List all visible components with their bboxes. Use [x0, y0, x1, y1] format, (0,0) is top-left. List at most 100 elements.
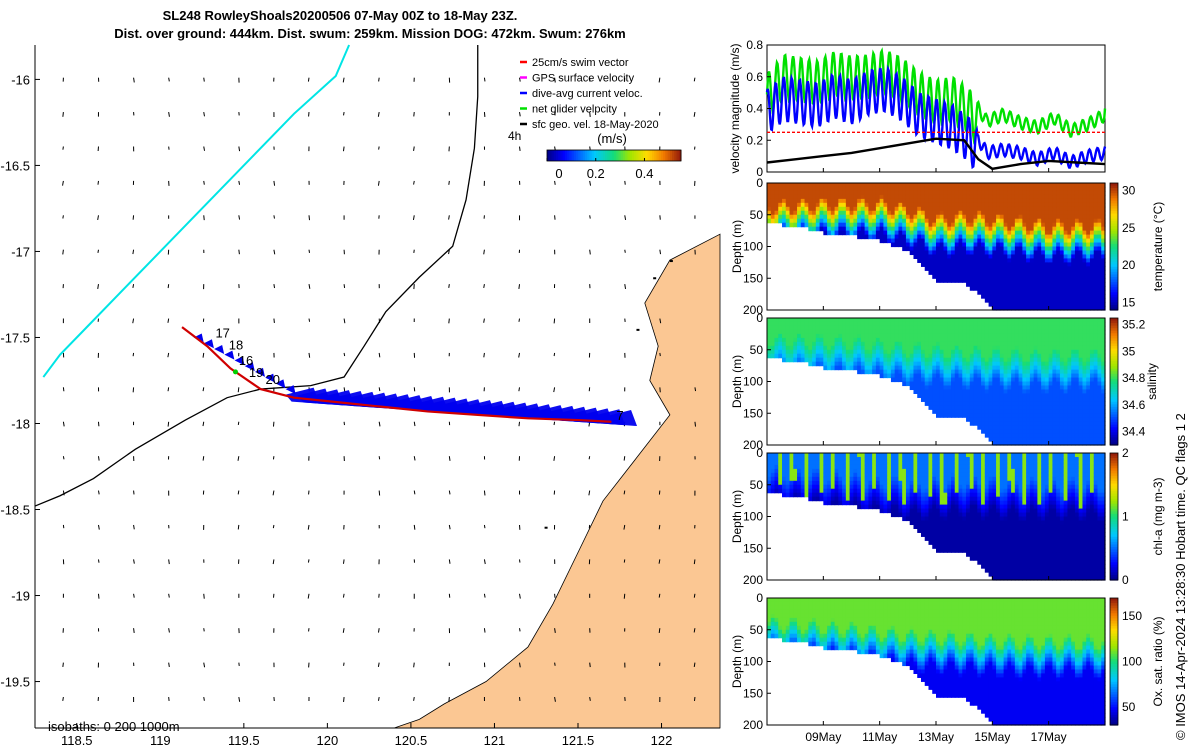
section-cell	[947, 409, 951, 414]
section-cell	[977, 207, 981, 212]
section-cell	[947, 413, 951, 418]
section-cell	[902, 362, 906, 367]
section-cell	[1041, 254, 1045, 259]
section-cell	[974, 382, 978, 387]
section-cell	[883, 235, 887, 240]
section-cell	[1019, 195, 1023, 200]
section-cell	[808, 334, 812, 339]
section-cell	[1034, 302, 1038, 307]
section-cell	[827, 231, 831, 236]
section-cell	[910, 326, 914, 331]
section-cell	[816, 485, 820, 490]
section-cell	[1079, 326, 1083, 331]
section-cell	[823, 457, 827, 462]
section-cell	[883, 330, 887, 335]
section-cell	[1034, 437, 1038, 442]
section-cell	[883, 215, 887, 220]
section-cell	[966, 258, 970, 263]
section-cell	[996, 354, 1000, 359]
section-cell	[955, 183, 959, 188]
section-cell	[959, 397, 963, 402]
section-cell	[970, 227, 974, 232]
section-cell	[1067, 195, 1071, 200]
section-cell	[996, 409, 1000, 414]
section-cell	[805, 187, 809, 192]
section-cell	[989, 187, 993, 192]
section-cell	[962, 393, 966, 398]
section-cell	[1000, 358, 1004, 363]
section-cell	[989, 282, 993, 287]
section-cell	[1075, 354, 1079, 359]
section-cell	[1004, 417, 1008, 422]
section-cell	[812, 215, 816, 220]
section-cell	[936, 250, 940, 255]
section-cell	[1034, 338, 1038, 343]
section-cell	[921, 231, 925, 236]
section-cell	[1045, 378, 1049, 383]
section-cell	[1094, 378, 1098, 383]
section-cell	[1067, 370, 1071, 375]
section-cell	[868, 350, 872, 355]
section-colorbar-label: temperature (°C)	[1151, 202, 1165, 292]
section-cell	[906, 358, 910, 363]
section-cell	[1022, 429, 1026, 434]
section-cell	[932, 266, 936, 271]
section-cell	[959, 278, 963, 283]
section-cell	[1064, 266, 1068, 271]
section-cell	[898, 350, 902, 355]
section-cell	[944, 203, 948, 208]
section-cell	[831, 362, 835, 367]
section-cell	[1071, 227, 1075, 232]
section-cell	[985, 370, 989, 375]
section-cell	[842, 330, 846, 335]
section-cell	[1037, 405, 1041, 410]
section-cell	[906, 223, 910, 228]
section-cell	[801, 477, 805, 482]
section-cell	[940, 405, 944, 410]
section-cell	[962, 354, 966, 359]
section-cell	[959, 389, 963, 394]
section-cell	[1064, 262, 1068, 267]
section-cell	[846, 481, 850, 486]
section-cell	[966, 338, 970, 343]
section-cell	[955, 334, 959, 339]
section-cell	[932, 350, 936, 355]
section-cell	[962, 258, 966, 263]
section-cell	[1056, 421, 1060, 426]
section-cell	[1097, 370, 1101, 375]
section-cell	[1007, 350, 1011, 355]
section-cell	[1056, 298, 1060, 303]
section-cell	[1082, 326, 1086, 331]
section-cell	[1004, 326, 1008, 331]
section-cell	[1026, 409, 1030, 414]
section-cell	[1019, 393, 1023, 398]
section-cell	[1041, 358, 1045, 363]
section-cell	[887, 366, 891, 371]
section-cell	[820, 318, 824, 323]
section-cell	[850, 326, 854, 331]
section-cell	[974, 223, 978, 228]
section-cell	[940, 393, 944, 398]
section-cell	[1086, 243, 1090, 248]
section-cell	[1060, 334, 1064, 339]
velocity-arrow	[379, 387, 380, 391]
section-cell	[1075, 350, 1079, 355]
section-cell	[865, 203, 869, 208]
section-cell	[913, 338, 917, 343]
section-cell	[767, 326, 771, 331]
section-cell	[827, 199, 831, 204]
section-cell	[962, 223, 966, 228]
section-cell	[906, 235, 910, 240]
section-cell	[868, 207, 872, 212]
section-cell	[790, 191, 794, 196]
section-cell	[812, 227, 816, 232]
section-cell	[786, 346, 790, 351]
section-cell	[940, 262, 944, 267]
section-cell	[1060, 358, 1064, 363]
section-cell	[1004, 370, 1008, 375]
section-cell	[846, 330, 850, 335]
section-cell	[985, 215, 989, 220]
section-cell	[823, 219, 827, 224]
section-cell	[928, 239, 932, 244]
map-ytick-label: -18	[11, 416, 30, 431]
